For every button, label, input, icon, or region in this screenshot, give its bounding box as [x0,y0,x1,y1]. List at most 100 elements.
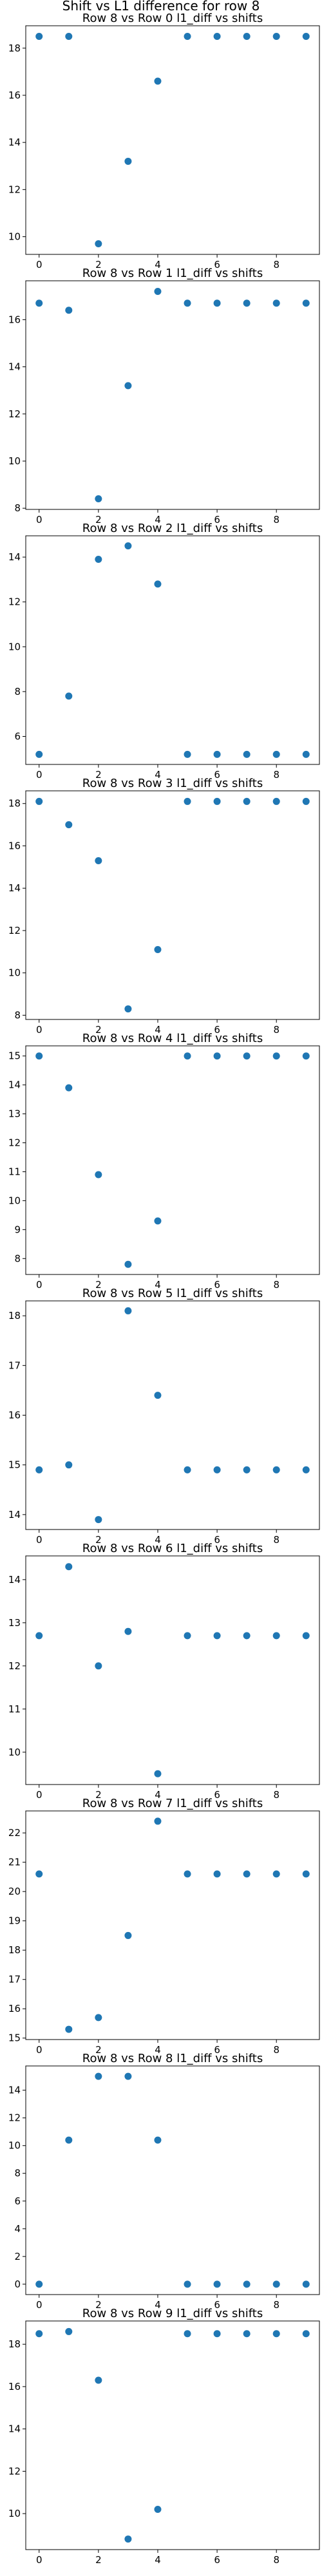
x-tick-label: 4 [155,1024,161,1036]
y-tick-label: 12 [8,2112,21,2124]
x-tick-label: 4 [155,1279,161,1291]
subplot-title: Row 8 vs Row 5 l1_diff vs shifts [82,1287,263,1300]
x-tick-label: 6 [214,259,220,270]
data-point [272,1052,280,1060]
subplot-5: Row 8 vs Row 5 l1_diff vs shifts 0 2 4 6 8 14 1… [8,1287,320,1546]
data-point [154,287,162,295]
data-point [213,32,221,40]
data-point [272,32,280,40]
data-point [95,495,102,503]
data-point [213,797,221,805]
y-tick-label: 14 [8,551,21,563]
data-point [213,1052,221,1060]
y-tick-label: 19 [8,1915,21,1927]
x-tick-label: 2 [95,2554,102,2566]
data-point [184,797,191,805]
data-point [124,157,132,165]
x-tick-label: 8 [273,514,279,526]
data-point [302,32,310,40]
data-point [65,1461,73,1469]
subplot-4: Row 8 vs Row 4 l1_diff vs shifts 0 2 4 6 8 8 9 1… [8,1032,320,1291]
data-point [243,1466,251,1473]
y-tick-label: 8 [14,502,21,514]
y-tick-label: 16 [8,314,21,325]
data-point [272,2330,280,2338]
data-point [95,556,102,564]
y-tick-label: 15 [8,2032,21,2044]
x-tick-label: 4 [155,1789,161,1801]
data-point [243,750,251,758]
y-tick-label: 12 [8,408,21,420]
y-tick-label: 18 [8,798,21,810]
data-point [154,580,162,588]
data-point [184,1466,191,1473]
axes-frame [25,2065,320,2295]
x-tick-label: 2 [95,514,102,526]
data-point [184,1052,191,1060]
y-tick-label: 2 [14,2251,21,2262]
data-point [243,1052,251,1060]
x-tick-label: 4 [155,2044,161,2056]
data-point [65,1084,73,1092]
data-point [124,1260,132,1268]
x-tick-label: 2 [95,1279,102,1291]
subplot-1: Row 8 vs Row 1 l1_diff vs shifts 0 2 4 6 8 8 10… [8,267,320,526]
subplot-title: Row 8 vs Row 2 l1_diff vs shifts [82,522,263,535]
data-point [213,1632,221,1640]
y-tick-label: 8 [14,686,21,697]
y-tick-label: 4 [14,2223,21,2235]
data-point [65,307,73,314]
axes-frame [25,2320,320,2550]
y-tick-label: 14 [8,2423,21,2435]
data-point [65,2025,73,2033]
x-tick-label: 2 [95,1789,102,1801]
axes-frame [25,1810,320,2040]
data-point [95,1171,102,1179]
data-point [154,1392,162,1399]
data-point [213,299,221,307]
x-tick-label: 0 [36,1534,43,1546]
data-point [213,1466,221,1473]
subplot-2: Row 8 vs Row 2 l1_diff vs shifts 0 2 4 6 8 6 8 1… [8,522,320,781]
data-point [184,2330,191,2338]
data-point [243,32,251,40]
x-tick-label: 8 [273,1279,279,1291]
x-tick-label: 4 [155,2554,161,2566]
y-tick-label: 17 [8,1359,21,1371]
x-tick-label: 6 [214,1279,220,1291]
data-point [35,299,43,307]
y-tick-label: 12 [8,1660,21,1672]
x-tick-label: 2 [95,1534,102,1546]
axes-frame [25,1555,320,1785]
y-tick-label: 13 [8,1617,21,1629]
data-point [154,946,162,954]
y-tick-label: 8 [14,2168,21,2179]
y-tick-label: 12 [8,184,21,195]
y-tick-label: 10 [8,1195,21,1206]
y-tick-label: 14 [8,1079,21,1091]
x-tick-label: 0 [36,2044,43,2056]
x-tick-label: 0 [36,1024,43,1036]
y-tick-label: 12 [8,2465,21,2477]
data-point [154,2506,162,2514]
y-tick-label: 14 [8,882,21,894]
data-point [184,299,191,307]
y-tick-label: 10 [8,455,21,467]
data-point [65,32,73,40]
data-point [35,1632,43,1640]
x-tick-label: 0 [36,259,43,270]
data-point [302,797,310,805]
data-point [184,1632,191,1640]
data-point [95,1516,102,1524]
subplot-3: Row 8 vs Row 3 l1_diff vs shifts 0 2 4 6 8 8 10… [8,777,320,1036]
data-point [272,1466,280,1473]
data-point [272,797,280,805]
y-tick-label: 11 [8,1166,21,1177]
data-point [65,2327,73,2335]
figure-title: Shift vs L1 difference for row 8 [62,0,260,14]
data-point [302,2280,310,2288]
data-point [95,857,102,864]
data-point [302,1870,310,1878]
data-point [302,1466,310,1473]
